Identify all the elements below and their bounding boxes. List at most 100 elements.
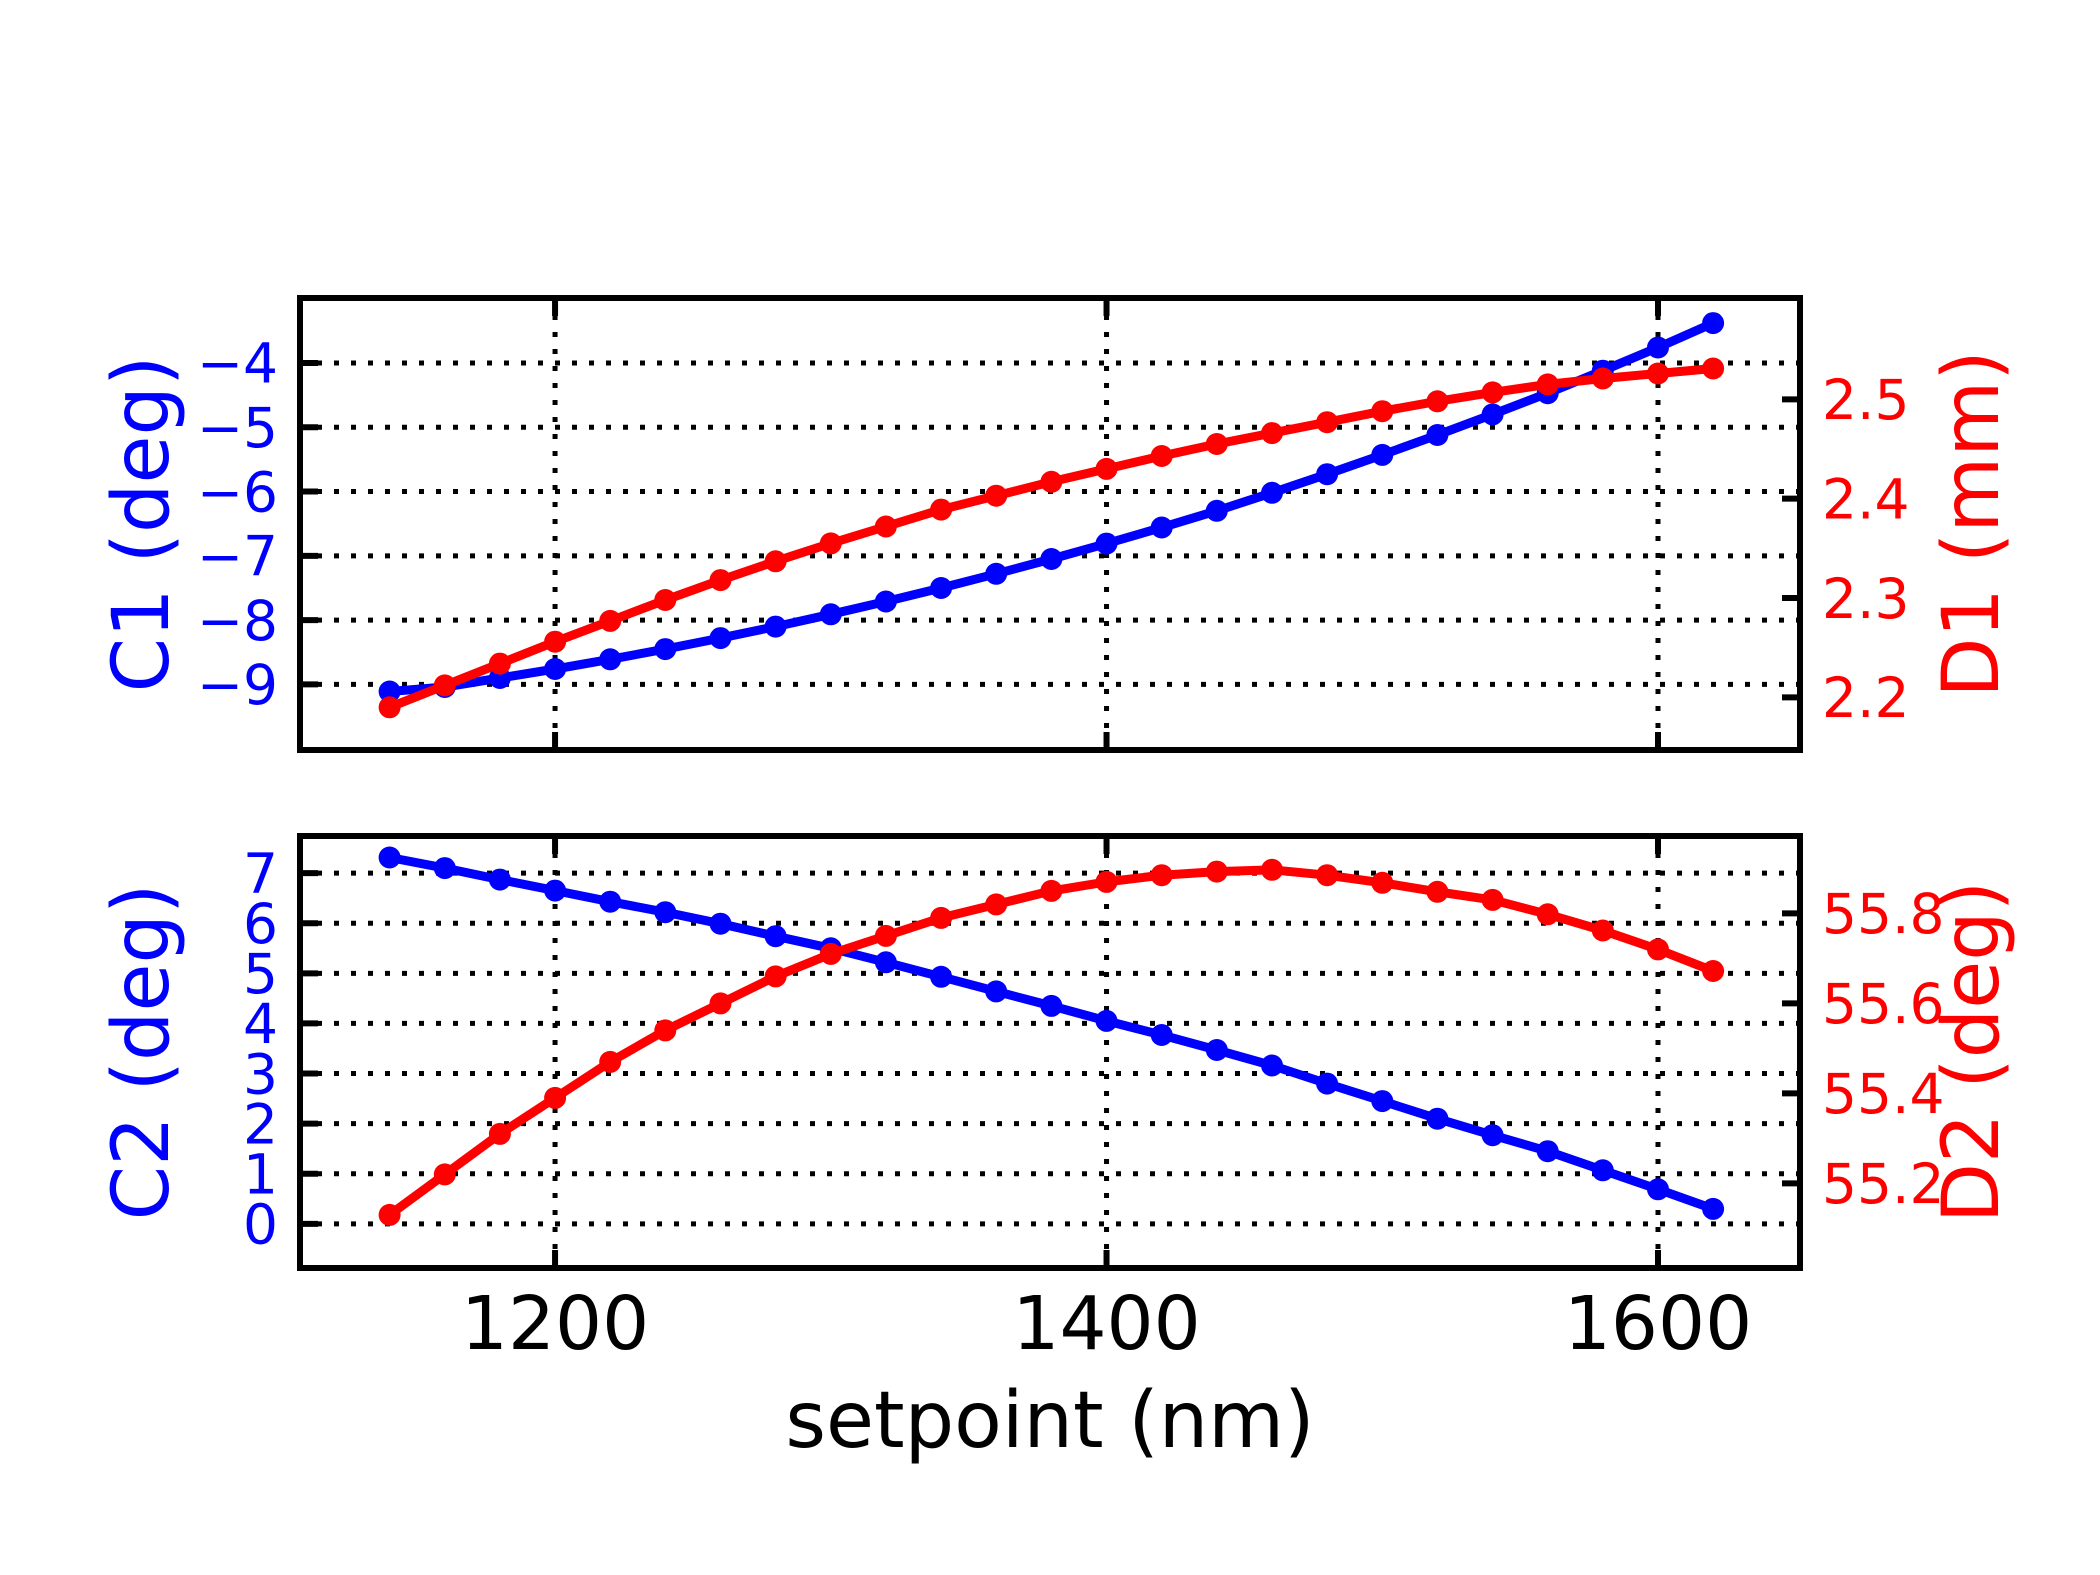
c2-marker bbox=[1040, 994, 1063, 1017]
left-y-tick-label: 2 bbox=[243, 1092, 278, 1156]
right-y-tick-label: 2.2 bbox=[1822, 666, 1909, 730]
top-left-axis-label: C1 (deg) bbox=[97, 356, 187, 693]
right-y-tick-label: 55.8 bbox=[1822, 882, 1944, 946]
c1-marker bbox=[1371, 443, 1394, 466]
top-ticks bbox=[300, 298, 1800, 750]
c1-marker bbox=[1647, 336, 1669, 359]
d1-marker bbox=[1536, 373, 1559, 396]
d2-marker bbox=[874, 924, 897, 947]
c2-marker bbox=[1647, 1178, 1669, 1201]
c2-marker bbox=[1371, 1090, 1394, 1113]
x-tick-label: 1400 bbox=[1012, 1281, 1200, 1367]
d1-marker bbox=[544, 630, 567, 653]
d2-marker bbox=[1316, 864, 1339, 887]
d2-marker bbox=[433, 1163, 456, 1186]
d1-marker bbox=[819, 532, 842, 555]
d2-series bbox=[378, 858, 1725, 1226]
bottom-axes-frame bbox=[297, 833, 1803, 1271]
c2-marker bbox=[1261, 1054, 1283, 1077]
d1-marker bbox=[1591, 367, 1614, 390]
c2-marker bbox=[433, 857, 456, 880]
c1-marker bbox=[874, 590, 897, 613]
d2-marker bbox=[1536, 903, 1559, 926]
d1-marker bbox=[764, 550, 787, 573]
left-y-tick-label: 7 bbox=[243, 842, 278, 906]
top-grid bbox=[300, 298, 1800, 750]
d2-marker bbox=[378, 1203, 401, 1226]
c2-marker bbox=[1591, 1159, 1614, 1182]
c2-marker bbox=[378, 846, 401, 869]
d1-line bbox=[385, 364, 1718, 712]
right-y-tick-label: 2.4 bbox=[1822, 467, 1909, 531]
c1-marker bbox=[654, 638, 677, 661]
right-y-tick-label: 2.5 bbox=[1822, 368, 1909, 432]
d1-marker bbox=[1261, 422, 1283, 445]
c1-marker bbox=[1316, 463, 1339, 486]
bottom-left-axis-label: C2 (deg) bbox=[97, 884, 187, 1221]
d1-marker bbox=[654, 589, 677, 611]
d2-marker bbox=[819, 942, 842, 965]
left-y-tick-label: 4 bbox=[243, 992, 278, 1056]
c1-marker bbox=[819, 603, 842, 626]
d2-marker bbox=[1371, 871, 1394, 894]
bottom-grid bbox=[300, 836, 1800, 1268]
d2-marker bbox=[1647, 938, 1669, 961]
left-y-tick-label: −9 bbox=[197, 653, 278, 717]
c2-marker bbox=[709, 912, 732, 935]
d1-marker bbox=[709, 569, 732, 592]
left-y-tick-label: 0 bbox=[243, 1193, 278, 1257]
c1-marker bbox=[544, 658, 567, 680]
c2-marker bbox=[599, 890, 622, 913]
d1-marker bbox=[985, 484, 1008, 507]
right-y-tick-label: 55.6 bbox=[1822, 972, 1944, 1036]
d1-marker bbox=[1702, 357, 1725, 380]
c2-marker bbox=[488, 868, 511, 891]
d1-marker bbox=[1040, 470, 1063, 493]
c2-marker bbox=[1481, 1124, 1504, 1147]
d1-marker bbox=[874, 515, 897, 538]
left-y-tick-label: 3 bbox=[243, 1042, 278, 1106]
bottom-ticks bbox=[300, 836, 1800, 1268]
d2-marker bbox=[764, 965, 787, 988]
c2-marker bbox=[930, 965, 953, 988]
c2-marker bbox=[1702, 1197, 1725, 1220]
c1-marker bbox=[985, 562, 1008, 585]
d2-marker bbox=[488, 1122, 511, 1145]
c2-marker bbox=[544, 879, 567, 902]
d2-marker bbox=[930, 906, 953, 929]
c2-marker bbox=[874, 951, 897, 974]
d1-marker bbox=[930, 498, 953, 521]
d2-marker bbox=[1702, 960, 1725, 982]
c1-marker bbox=[1481, 403, 1504, 426]
left-y-tick-label: −5 bbox=[197, 396, 278, 460]
c2-marker bbox=[1205, 1039, 1228, 1061]
left-y-tick-label: 1 bbox=[243, 1143, 278, 1207]
d2-marker bbox=[599, 1050, 622, 1073]
c1-marker bbox=[1150, 516, 1173, 539]
x-tick-label: 1200 bbox=[461, 1281, 649, 1367]
right-y-tick-label: 55.2 bbox=[1822, 1152, 1944, 1216]
c2-marker bbox=[1316, 1072, 1339, 1095]
d2-marker bbox=[1205, 860, 1228, 883]
c1-marker bbox=[709, 627, 732, 650]
left-y-tick-label: −6 bbox=[197, 460, 278, 524]
c1-marker bbox=[599, 648, 622, 671]
c2-marker bbox=[1426, 1107, 1449, 1130]
d2-marker bbox=[985, 893, 1008, 916]
left-y-tick-label: −8 bbox=[197, 589, 278, 653]
c2-markers bbox=[378, 846, 1725, 1220]
left-y-tick-label: −4 bbox=[197, 332, 278, 396]
d1-marker bbox=[1095, 457, 1118, 480]
x-axis-label: setpoint (nm) bbox=[785, 1376, 1314, 1466]
right-y-tick-label: 2.3 bbox=[1822, 567, 1909, 631]
d1-marker bbox=[599, 609, 622, 632]
d1-marker bbox=[1647, 362, 1669, 385]
d2-marker bbox=[1591, 919, 1614, 942]
c1-marker bbox=[1040, 548, 1063, 570]
d2-marker bbox=[1095, 870, 1118, 893]
left-y-tick-label: 5 bbox=[243, 942, 278, 1006]
d2-marker bbox=[1261, 858, 1283, 881]
d1-marker bbox=[1371, 400, 1394, 423]
d2-marker bbox=[709, 992, 732, 1015]
